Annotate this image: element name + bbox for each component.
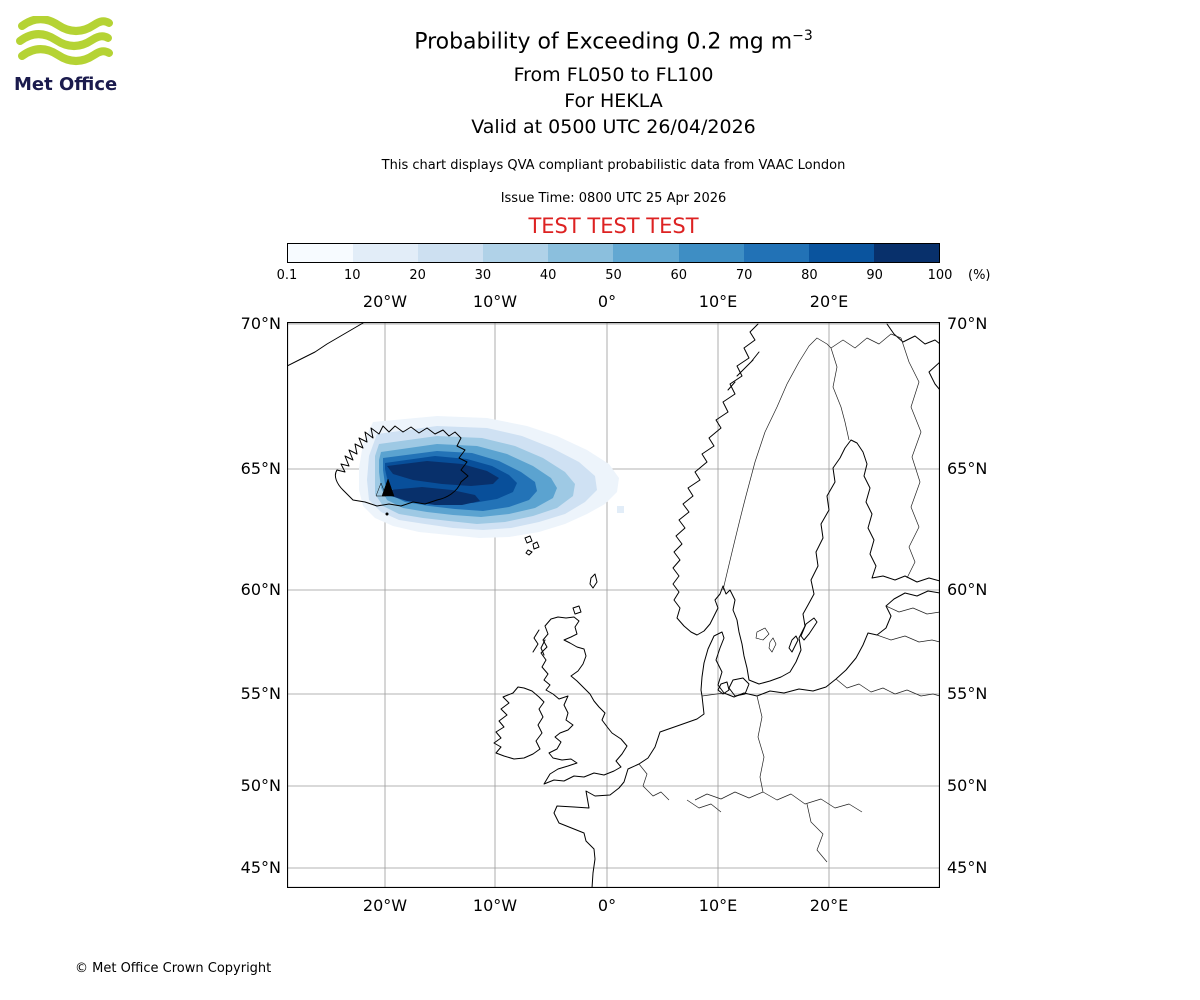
- lat-label-left-2: 60°N: [240, 580, 281, 599]
- norway-finland-border: [830, 333, 902, 349]
- lon-label-top-0: 20°W: [362, 292, 408, 311]
- valid-time-line: Valid at 0500 UTC 26/04/2026: [471, 116, 756, 138]
- ash-plume: [359, 416, 624, 538]
- colorbar-segment-5: [613, 244, 679, 262]
- ireland-coast: [493, 686, 545, 760]
- austria-hungary-borders: [806, 803, 828, 863]
- sweden-finland-border: [830, 347, 850, 441]
- great-britain-coast: [540, 616, 628, 785]
- flight-level-line: From FL050 to FL100: [513, 64, 714, 86]
- oland-island: [788, 635, 799, 653]
- lat-label-right-3: 55°N: [947, 684, 988, 703]
- greenland-coast: [286, 322, 364, 367]
- test-banner: TEST TEST TEST: [528, 214, 699, 238]
- lat-label-left-3: 55°N: [240, 684, 281, 703]
- continental-coast: [553, 590, 941, 889]
- lon-label-bottom-4: 20°E: [809, 896, 849, 915]
- colorbar-segment-1: [353, 244, 419, 262]
- orkney-islands: [572, 605, 582, 615]
- colorbar-tick-10: 10: [344, 268, 361, 283]
- funen-island: [717, 681, 730, 695]
- norway-sweden-border: [722, 337, 832, 591]
- estonia-russia-border: [885, 605, 941, 615]
- lofoten-islands: [727, 351, 760, 391]
- map-canvas: [286, 321, 941, 889]
- czech-slovakia-borders: [762, 791, 863, 813]
- lat-label-left-1: 65°N: [240, 459, 281, 478]
- colorbar-tick-50: 50: [605, 268, 622, 283]
- qva-note: This chart displays QVA compliant probab…: [381, 158, 846, 173]
- map-area: [286, 321, 941, 889]
- colorbar-tick-20: 20: [409, 268, 426, 283]
- lat-label-right-0: 70°N: [947, 314, 988, 333]
- colorbar-tick-90: 90: [866, 268, 883, 283]
- lon-label-bottom-0: 20°W: [362, 896, 408, 915]
- lithuania-belarus-border: [835, 678, 941, 697]
- colorbar-segment-3: [483, 244, 549, 262]
- colorbar-segment-4: [548, 244, 614, 262]
- lat-label-right-5: 45°N: [947, 858, 988, 877]
- lon-label-bottom-3: 10°E: [698, 896, 738, 915]
- kola-coast: [886, 323, 941, 391]
- colorbar-unit-label: (%): [968, 268, 991, 283]
- lat-label-right-1: 65°N: [947, 459, 988, 478]
- colorbar-segment-0: [288, 244, 354, 262]
- volcano-marker-hekla: [375, 478, 395, 497]
- colorbar-tick-0.1: 0.1: [276, 268, 298, 283]
- colorbar-tick-80: 80: [801, 268, 818, 283]
- colorbar-segment-7: [743, 244, 809, 262]
- lon-label-top-3: 10°E: [698, 292, 738, 311]
- lon-label-top-2: 0°: [597, 292, 617, 311]
- lat-label-right-2: 60°N: [947, 580, 988, 599]
- colorbar-tick-40: 40: [539, 268, 557, 283]
- page-title-text: Probability of Exceeding 0.2 mg m: [414, 29, 793, 55]
- lat-label-left-0: 70°N: [240, 314, 281, 333]
- france-belgium-germany-borders: [638, 763, 670, 801]
- lat-label-right-4: 50°N: [947, 776, 988, 795]
- lon-label-top-1: 10°W: [472, 292, 518, 311]
- czech-germany-austria-borders: [694, 791, 764, 801]
- lake-vanern: [755, 627, 770, 641]
- map-border: [286, 321, 941, 889]
- germany-denmark-border: [701, 692, 725, 697]
- country-borders: [638, 333, 941, 863]
- finland-russia-border: [900, 337, 922, 579]
- lake-vattern: [768, 637, 777, 653]
- colorbar-segment-2: [418, 244, 484, 262]
- coastlines: [286, 322, 941, 889]
- grid-lines: [287, 322, 940, 888]
- copyright-notice: © Met Office Crown Copyright: [75, 961, 272, 976]
- colorbar-tick-30: 30: [474, 268, 492, 283]
- scandinavia-coast: [672, 323, 941, 685]
- germany-poland-border: [756, 695, 765, 793]
- colorbar-tick-60: 60: [670, 268, 688, 283]
- met-office-wordmark: Met Office: [14, 74, 118, 95]
- volcano-line: For HEKLA: [564, 90, 663, 112]
- lon-label-top-4: 20°E: [809, 292, 849, 311]
- colorbar-segment-9: [873, 244, 939, 262]
- issue-time: Issue Time: 0800 UTC 25 Apr 2026: [500, 191, 727, 206]
- page-title-superscript: −3: [792, 28, 813, 44]
- gotland-island: [800, 617, 818, 641]
- lon-label-bottom-1: 10°W: [472, 896, 518, 915]
- iceland-coast: [334, 425, 469, 507]
- hebrides-islands: [532, 629, 546, 656]
- page-title: Probability of Exceeding 0.2 mg m−3: [27, 28, 1200, 54]
- lat-label-left-4: 50°N: [240, 776, 281, 795]
- colorbar-segment-8: [808, 244, 874, 262]
- lon-label-bottom-2: 0°: [597, 896, 617, 915]
- alpine-border: [686, 799, 722, 813]
- colorbar-segment-6: [678, 244, 744, 262]
- latvia-border: [876, 634, 941, 643]
- probability-colorbar: [287, 243, 940, 263]
- faroe-islands: [524, 535, 540, 556]
- lakes: [755, 627, 777, 653]
- colorbar-tick-70: 70: [735, 268, 753, 283]
- shetland-islands: [589, 573, 598, 589]
- colorbar-tick-100: 100: [927, 268, 953, 283]
- met-office-logo: Met Office: [14, 15, 134, 95]
- lat-label-left-5: 45°N: [240, 858, 281, 877]
- met-office-waves-icon: [16, 15, 113, 65]
